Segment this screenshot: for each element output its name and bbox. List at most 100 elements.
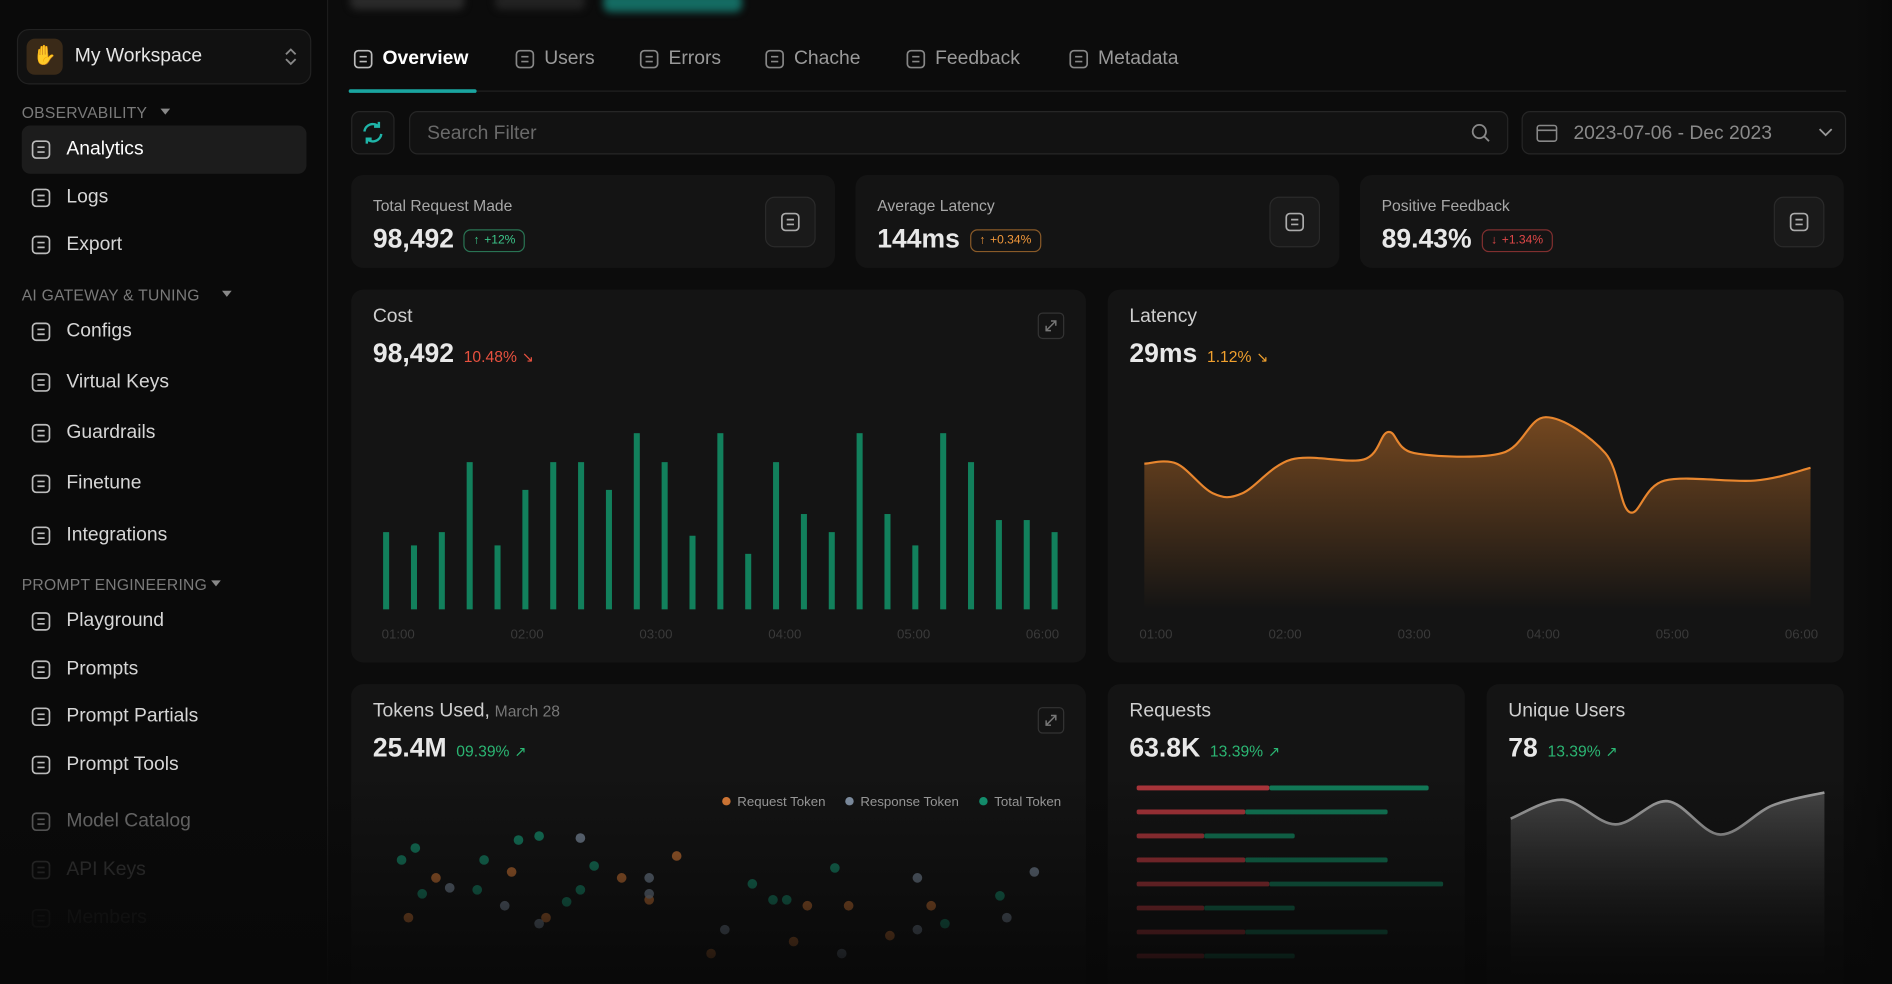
bar [661, 462, 668, 610]
chart-subtitle: March 28 [494, 702, 561, 721]
scatter-point [534, 831, 544, 841]
tab[interactable]: Feedback [935, 48, 1020, 69]
nav-icon [781, 212, 800, 232]
tab[interactable]: Errors [668, 48, 722, 69]
stat-card: Positive Feedback 89.43% ↓ +1.34% [1359, 174, 1844, 268]
bar [884, 514, 891, 610]
chart-title-row: Latency [1129, 306, 1197, 328]
date-range: 2023-07-06 - Dec 2023 [1573, 123, 1773, 144]
expand-icon [1045, 320, 1057, 332]
nav-item[interactable]: Playground [66, 610, 165, 632]
scatter-point [830, 863, 840, 873]
search-placeholder: Search Filter [427, 123, 537, 144]
icon-shape [37, 666, 45, 673]
section-caret [211, 580, 222, 587]
tab-divider [348, 90, 1847, 92]
icon-shape [37, 241, 45, 249]
bar-segment [1269, 785, 1429, 791]
nav-icon [31, 526, 51, 546]
tab[interactable]: Chache [793, 48, 861, 69]
top-blur [603, 0, 743, 13]
nav-item[interactable]: Export [66, 234, 123, 255]
x-tick-label: 02:00 [1268, 626, 1301, 641]
chart-value: 98,492 [372, 337, 455, 369]
refresh-button[interactable] [351, 111, 395, 155]
stat-icon [1773, 196, 1825, 248]
nav-icon [353, 49, 373, 69]
nav-item[interactable]: Prompt Tools [66, 754, 179, 775]
nav-item[interactable]: Prompts [66, 658, 139, 680]
nav-icon [31, 140, 51, 159]
nav-item[interactable]: Analytics [66, 138, 144, 160]
section-caret [160, 108, 171, 115]
icon-shape [31, 526, 51, 546]
workspace-switcher[interactable]: ✋ My Workspace [16, 28, 312, 85]
scatter-point [417, 888, 428, 899]
nav-icon [31, 660, 51, 679]
nav-item[interactable]: Logs [66, 187, 109, 208]
badge-text: +12% [484, 234, 516, 248]
scatter-point [472, 885, 483, 895]
bar [605, 489, 612, 610]
workspace-icon: ✋ [26, 38, 63, 75]
stat-row: 89.43% ↓ +1.34% [1382, 223, 1553, 256]
area-fill [1144, 417, 1811, 610]
tab[interactable]: Metadata [1098, 48, 1179, 69]
icon-shape [521, 55, 529, 63]
bar [828, 532, 835, 610]
icon-shape [31, 612, 51, 631]
nav-item[interactable]: Prompt Partials [66, 705, 199, 727]
chart-title-row: Requests [1129, 701, 1211, 723]
scatter-point [644, 888, 654, 899]
chart-value-row: 78 13.39% ↗ [1508, 732, 1617, 763]
tab[interactable]: Overview [382, 48, 469, 69]
expand-button[interactable] [1037, 312, 1065, 340]
scatter-point [940, 918, 950, 929]
bar [466, 462, 473, 610]
stat-icon [1269, 196, 1321, 248]
chart-change: 09.39% [456, 742, 510, 761]
icon-shape [37, 618, 45, 625]
scatter-point [843, 900, 854, 911]
search-input[interactable]: Search Filter [409, 111, 1509, 155]
bar [633, 433, 640, 610]
icon-shape [37, 713, 45, 720]
icon-shape [1285, 212, 1305, 232]
top-blur [349, 0, 465, 10]
bar-segment [1136, 953, 1205, 959]
bar [550, 462, 557, 610]
chart-title: Latency [1129, 306, 1198, 327]
tab[interactable]: Users [544, 48, 595, 69]
trend-icon: ↗ [1267, 743, 1281, 761]
scatter-point [431, 873, 441, 883]
icon-shape [31, 423, 51, 443]
icon-shape [31, 322, 51, 342]
icon-shape [31, 188, 51, 208]
bar [689, 535, 696, 610]
bar-segment [1136, 785, 1270, 791]
nav-item[interactable]: Configs [66, 320, 132, 342]
scatter-point [1029, 867, 1040, 877]
nav-item[interactable]: Guardrails [66, 422, 156, 443]
scatter-point [995, 890, 1005, 901]
date-picker[interactable]: 2023-07-06 - Dec 2023 [1521, 111, 1847, 155]
chart-title-row: Unique Users [1508, 701, 1625, 723]
icon-shape [1291, 218, 1299, 226]
scatter-point [575, 833, 586, 843]
bar [995, 520, 1002, 610]
bar-segment [1245, 857, 1388, 863]
icon-shape [37, 532, 45, 540]
nav-active-bg [21, 125, 307, 174]
legend-marker [722, 796, 731, 806]
icon-shape [31, 474, 51, 494]
expand-button[interactable] [1037, 707, 1065, 734]
area-fill [1510, 792, 1825, 984]
bar-segment [1245, 809, 1388, 815]
nav-item[interactable]: Virtual Keys [66, 371, 170, 393]
nav-item[interactable]: Integrations [66, 524, 168, 546]
chart-value: 25.4M [372, 732, 447, 763]
chart-value: 63.8K [1129, 732, 1201, 763]
nav-item[interactable]: Finetune [66, 472, 142, 494]
